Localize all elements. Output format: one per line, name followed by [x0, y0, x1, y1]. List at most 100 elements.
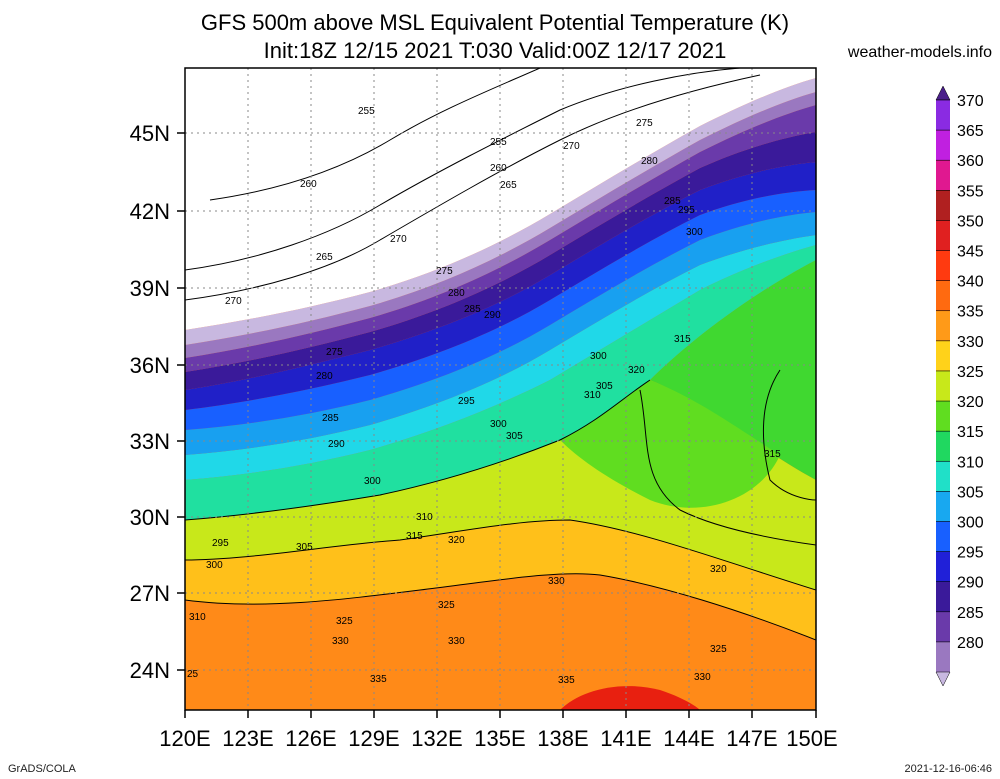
footer-software: GrADS/COLA: [8, 763, 76, 775]
contour-label: 315: [764, 449, 781, 460]
colorbar-label: 325: [957, 364, 984, 381]
contour-label: 265: [500, 180, 517, 191]
colorbar-swatch: [936, 641, 950, 673]
colorbar-swatch: [936, 461, 950, 492]
contour-label: 285: [464, 304, 481, 315]
colorbar-label: 315: [957, 424, 984, 441]
colorbar-label: 330: [957, 334, 984, 351]
x-tick-label: 123E: [222, 726, 273, 751]
contour-label: 315: [674, 334, 691, 345]
contour-label: 295: [212, 538, 229, 549]
contour-label: 290: [484, 310, 501, 321]
colorbar-swatch: [936, 340, 950, 372]
colorbar-swatch: [936, 551, 950, 583]
contour-label: 275: [636, 118, 653, 129]
contour-label: 330: [448, 636, 465, 647]
contour-label: 255: [490, 137, 507, 148]
y-tick-label: 27N: [130, 581, 170, 606]
y-tick-label: 39N: [130, 276, 170, 301]
contour-label: 325: [710, 644, 727, 655]
colorbar-label: 370: [957, 93, 984, 110]
contour-label: 285: [322, 413, 339, 424]
contour-label: 320: [448, 535, 465, 546]
contour-label: 270: [225, 296, 242, 307]
colorbar-label: 335: [957, 304, 984, 321]
contour-label: 280: [448, 288, 465, 299]
contour-label: 305: [506, 431, 523, 442]
contour-label: 310: [416, 512, 433, 523]
colorbar-swatch: [936, 611, 950, 643]
colorbar-swatch: [936, 250, 950, 282]
contour-label: 275: [436, 266, 453, 277]
contour-label: 275: [326, 347, 343, 358]
colorbar-swatch: [936, 431, 950, 462]
contour-label: 280: [316, 371, 333, 382]
x-tick-label: 132E: [411, 726, 462, 751]
colorbar-label: 290: [957, 575, 984, 592]
colorbar-label: 360: [957, 153, 984, 170]
contour-label: 330: [694, 672, 711, 683]
colorbar-label: 350: [957, 213, 984, 230]
y-axis: 45N 42N 39N 36N 33N 30N 27N 24N: [130, 121, 170, 683]
colorbar-swatch: [936, 220, 950, 252]
contour-label: 300: [364, 476, 381, 487]
contour-label: 315: [406, 531, 423, 542]
contour-label: 295: [458, 396, 475, 407]
contour-label: 325: [336, 616, 353, 627]
colorbar-label: 310: [957, 454, 984, 471]
source-label: weather-models.info: [847, 44, 992, 61]
contour-label: 325: [438, 600, 455, 611]
y-tick-label: 33N: [130, 429, 170, 454]
colorbar-label: 300: [957, 514, 984, 531]
colorbar-swatch: [936, 521, 950, 553]
contour-label: 310: [189, 612, 206, 623]
contour-label: 300: [590, 351, 607, 362]
x-tick-label: 135E: [474, 726, 525, 751]
contour-label: 310: [584, 390, 601, 401]
contour-label: 320: [628, 365, 645, 376]
colorbar-swatch: [936, 130, 950, 161]
contour-label: 260: [490, 163, 507, 174]
colorbar-swatch: [936, 310, 950, 342]
contour-label: 320: [710, 564, 727, 575]
contour-label: 330: [332, 636, 349, 647]
x-tick-label: 126E: [285, 726, 336, 751]
colorbar-top-arrow: [935, 85, 951, 101]
colorbar: 370 365 360 355 350 345 340 335 330 325 320 315 310 3…: [935, 85, 984, 687]
x-tick-label: 141E: [600, 726, 651, 751]
colorbar-label: 295: [957, 545, 984, 562]
x-tick-label: 147E: [726, 726, 777, 751]
contour-label: 305: [296, 542, 313, 553]
contour-labels: 255 255 260 260 265 265 270 270 270 275 …: [187, 106, 781, 686]
colorbar-bottom-arrow: [935, 671, 951, 687]
y-tick-label: 30N: [130, 505, 170, 530]
contour-label: 285: [664, 196, 681, 207]
x-tick-label: 150E: [786, 726, 837, 751]
map-title: GFS 500m above MSL Equivalent Potential …: [200, 10, 790, 35]
y-tick-label: 36N: [130, 353, 170, 378]
x-tick-label: 144E: [663, 726, 714, 751]
colorbar-label: 345: [957, 244, 984, 261]
contour-label: 335: [370, 674, 387, 685]
y-tick-label: 45N: [130, 121, 170, 146]
colorbar-swatch: [936, 280, 950, 312]
contour-label: 295: [678, 205, 695, 216]
colorbar-swatch: [936, 401, 950, 432]
contour-label: 300: [490, 419, 507, 430]
colorbar-swatch: [936, 491, 950, 522]
x-tick-label: 120E: [159, 726, 210, 751]
contour-label: 270: [563, 141, 580, 152]
colorbar-swatch: [936, 370, 950, 402]
contour-label: 290: [328, 439, 345, 450]
colorbar-label: 285: [957, 605, 984, 622]
colorbar-label: 355: [957, 183, 984, 200]
contour-label: 300: [206, 560, 223, 571]
colorbar-label: 340: [957, 274, 984, 291]
contour-label: 25: [187, 669, 199, 680]
contour-label: 270: [390, 234, 407, 245]
y-tick-label: 24N: [130, 658, 170, 683]
colorbar-swatch: [936, 190, 950, 221]
contour-label: 280: [641, 156, 658, 167]
contour-label: 265: [316, 252, 333, 263]
